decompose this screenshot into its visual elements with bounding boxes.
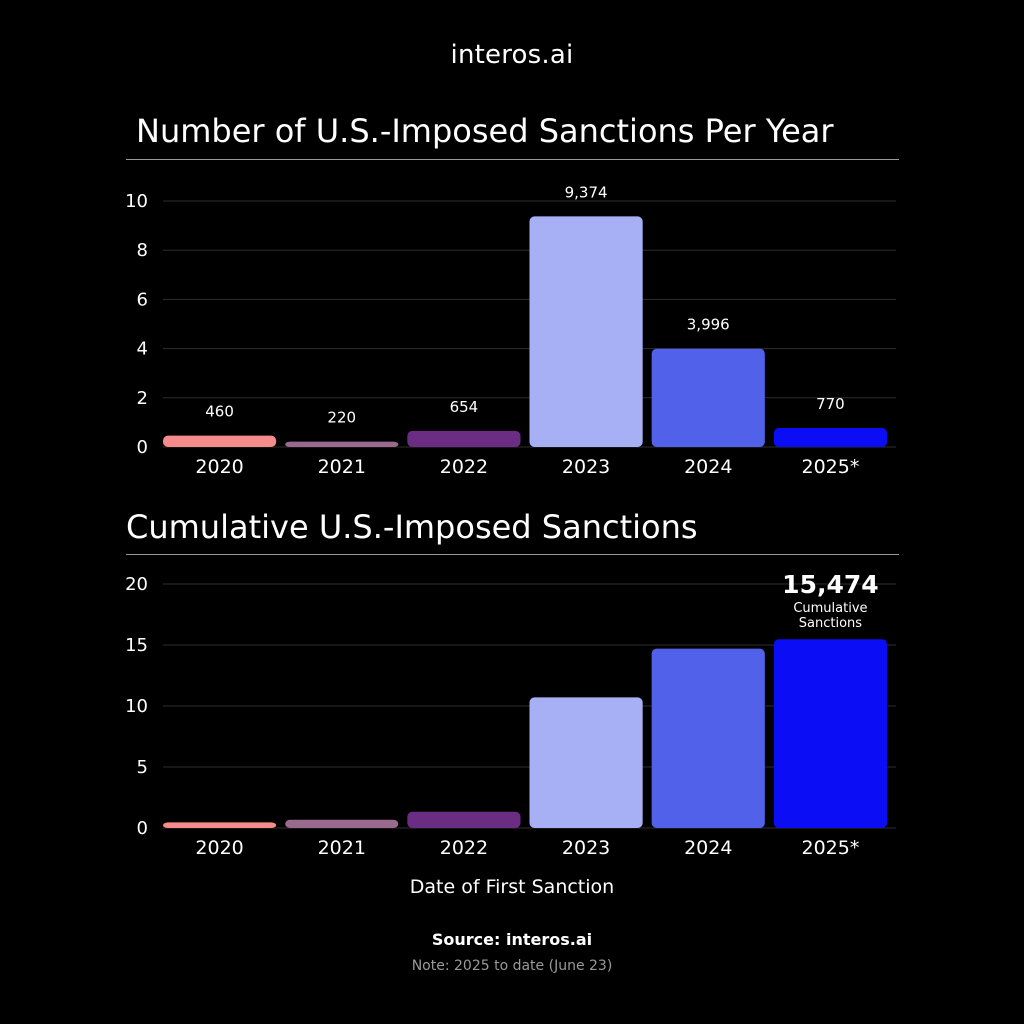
chart1-title-rule [126,159,899,160]
x-tick-label: 2025* [801,456,859,478]
data-label: 220 [327,409,356,427]
bar [773,639,887,828]
annotation-label: Sanctions [799,616,863,631]
bar [651,648,765,828]
annotation-label: Cumulative [793,601,867,616]
bar [163,822,277,828]
y-tick-label: 6 [137,289,148,310]
interos-logo: interos.ai [450,40,574,70]
chart1-sanctions-per-year: 0 2 4 6 8 10 2020 460 2021 220 2022 654 2023 9,374 202… [125,183,896,478]
annotation-value: 15,474 [782,570,878,599]
bar [529,697,643,828]
y-tick-label: 10 [125,696,148,717]
bar [407,811,521,828]
x-tick-label: 2024 [684,456,732,478]
x-tick-label: 2020 [195,456,243,478]
x-tick-label: 2020 [195,837,243,859]
x-tick-label: 2021 [318,837,366,859]
x-tick-label: 2022 [440,456,488,478]
x-tick-label: 2022 [440,837,488,859]
x-tick-label: 2021 [318,456,366,478]
y-tick-label: 8 [137,240,148,261]
x-tick-label: 2023 [562,837,610,859]
data-label: 654 [450,398,479,416]
y-tick-label: 0 [137,437,148,458]
x-axis-label: Date of First Sanction [409,876,615,898]
note-text: Note: 2025 to date (June 23) [411,958,613,974]
source-text: Source: interos.ai [431,930,593,949]
bar [285,819,399,828]
x-tick-label: 2025* [801,837,859,859]
data-label: 3,996 [687,316,730,334]
chart2-title-rule [126,554,899,555]
y-tick-label: 20 [125,574,148,595]
chart2-title: Cumulative U.S.-Imposed Sanctions [126,508,698,546]
chart1-title: Number of U.S.-Imposed Sanctions Per Yea… [136,112,834,150]
x-tick-label: 2024 [684,837,732,859]
y-tick-label: 2 [137,388,148,409]
bar [529,216,643,447]
bar [407,430,521,447]
y-tick-label: 10 [125,191,148,212]
y-tick-label: 0 [137,818,148,839]
bar [163,435,277,447]
y-tick-label: 5 [137,757,148,778]
bar [773,428,887,447]
y-tick-label: 4 [137,339,148,360]
data-label: 770 [816,395,845,413]
bar [285,441,399,447]
y-tick-label: 15 [125,635,148,656]
bar [651,348,765,447]
data-label: 460 [205,403,234,421]
x-tick-label: 2023 [562,456,610,478]
data-label: 9,374 [565,183,608,201]
